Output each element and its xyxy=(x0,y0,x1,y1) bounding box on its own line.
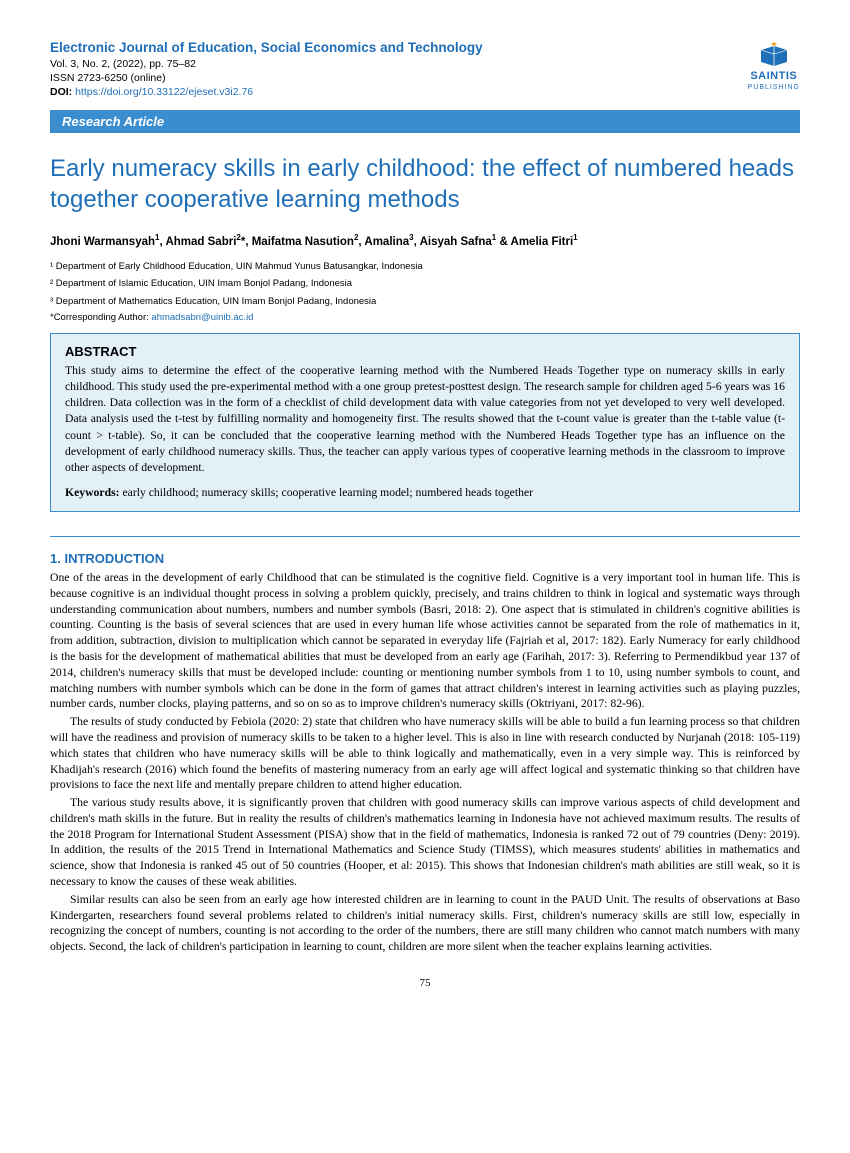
doi-line: DOI: https://doi.org/10.33122/ejeset.v3i… xyxy=(50,86,748,98)
affiliation-2: ² Department of Islamic Education, UIN I… xyxy=(50,277,800,291)
header-meta: Electronic Journal of Education, Social … xyxy=(50,40,748,98)
intro-para-3: The various study results above, it is s… xyxy=(50,795,800,890)
header-row: Electronic Journal of Education, Social … xyxy=(50,40,800,98)
affiliation-1: ¹ Department of Early Childhood Educatio… xyxy=(50,260,800,274)
corresponding-author: *Corresponding Author: ahmadsabri@uinib.… xyxy=(50,312,800,323)
author-2: Ahmad Sabri2* xyxy=(165,236,245,248)
keywords-line: Keywords: early childhood; numeracy skil… xyxy=(65,486,785,499)
corresponding-email-link[interactable]: ahmadsabri@uinib.ac.id xyxy=(151,312,253,323)
intro-para-4: Similar results can also be seen from an… xyxy=(50,892,800,955)
authors-line: Jhoni Warmansyah1, Ahmad Sabri2*, Maifat… xyxy=(50,233,800,248)
abstract-text: This study aims to determine the effect … xyxy=(65,363,785,476)
doi-link[interactable]: https://doi.org/10.33122/ejeset.v3i2.76 xyxy=(75,86,253,98)
intro-para-1: One of the areas in the development of e… xyxy=(50,570,800,712)
logo-text-sub: PUBLISHING xyxy=(748,84,800,91)
publisher-logo: SAINTIS PUBLISHING xyxy=(748,40,800,91)
keywords-text: early childhood; numeracy skills; cooper… xyxy=(122,486,533,499)
abstract-heading: ABSTRACT xyxy=(65,344,785,359)
keywords-label: Keywords: xyxy=(65,486,120,499)
logo-text-main: SAINTIS xyxy=(750,70,797,82)
affiliation-3: ³ Department of Mathematics Education, U… xyxy=(50,295,800,309)
article-title: Early numeracy skills in early childhood… xyxy=(50,153,800,215)
author-5: Aisyah Safna1 xyxy=(420,236,497,248)
intro-heading: 1. INTRODUCTION xyxy=(50,551,800,566)
intro-para-2: The results of study conducted by Febiol… xyxy=(50,714,800,793)
volume-info: Vol. 3, No. 2, (2022), pp. 75–82 xyxy=(50,58,748,70)
article-type-banner: Research Article xyxy=(50,110,800,133)
issn: ISSN 2723-6250 (online) xyxy=(50,72,748,84)
abstract-box: ABSTRACT This study aims to determine th… xyxy=(50,333,800,512)
corresponding-label: *Corresponding Author: xyxy=(50,312,149,323)
section-divider xyxy=(50,536,800,537)
journal-name: Electronic Journal of Education, Social … xyxy=(50,40,748,55)
book-icon xyxy=(757,40,791,68)
doi-label: DOI: xyxy=(50,86,72,98)
page-container: Electronic Journal of Education, Social … xyxy=(0,0,850,1019)
author-4: Amalina3 xyxy=(364,236,413,248)
author-6: Amelia Fitri1 xyxy=(511,236,578,248)
page-number: 75 xyxy=(50,977,800,989)
author-1: Jhoni Warmansyah1 xyxy=(50,236,159,248)
author-3: Maifatma Nasution2 xyxy=(252,236,359,248)
